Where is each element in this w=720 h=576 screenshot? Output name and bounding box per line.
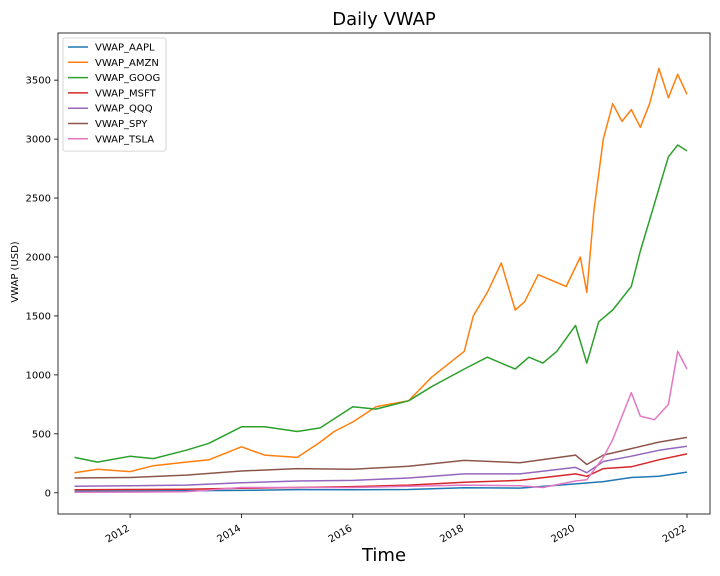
plot-frame	[57, 32, 711, 515]
x-axis: 2012 2014 2016 2018 2020 2022	[104, 514, 688, 545]
legend-label: VWAP_QQQ	[95, 104, 153, 115]
series-line-vwap-msft	[74, 453, 688, 491]
y-tick-label: 2500	[26, 194, 51, 205]
y-tick-label: 3000	[26, 135, 51, 146]
x-tick-label: 2022	[661, 523, 689, 545]
y-axis-label: VWAP (USD)	[10, 241, 21, 303]
y-tick-label: 1000	[26, 370, 51, 381]
series-line-vwap-tsla	[74, 350, 688, 493]
series-line-vwap-aapl	[74, 471, 688, 493]
legend-box	[62, 37, 167, 152]
series-line-vwap-amzn	[74, 67, 688, 474]
y-axis: 0 500 1000 1500 2000 2500 3000 3500	[26, 76, 58, 499]
legend-label: VWAP_AMZN	[95, 58, 159, 69]
series-line-vwap-spy	[74, 436, 688, 479]
y-tick-label: 500	[32, 429, 51, 440]
x-tick-label: 2020	[550, 523, 578, 545]
series-line-vwap-qqq	[74, 445, 688, 488]
x-tick-label: 2012	[104, 523, 132, 545]
legend-label: VWAP_SPY	[95, 119, 148, 130]
series-line-vwap-goog	[74, 144, 688, 463]
y-tick-label: 2000	[26, 252, 51, 263]
plot-lines	[74, 67, 688, 493]
x-axis-label: Time	[361, 545, 406, 566]
legend: VWAP_AAPL VWAP_AMZN VWAP_GOOG VWAP_MSFT VWAP…	[62, 37, 167, 152]
legend-label: VWAP_AAPL	[95, 43, 155, 54]
legend-label: VWAP_TSLA	[95, 134, 154, 145]
x-tick-label: 2016	[327, 523, 355, 545]
y-tick-label: 0	[45, 488, 51, 499]
x-tick-label: 2014	[215, 523, 243, 545]
y-tick-label: 1500	[26, 311, 51, 322]
legend-label: VWAP_GOOG	[95, 73, 160, 84]
chart-title: Daily VWAP	[332, 9, 436, 30]
legend-label: VWAP_MSFT	[95, 88, 157, 99]
x-tick-label: 2018	[438, 523, 466, 545]
y-tick-label: 3500	[26, 76, 51, 87]
